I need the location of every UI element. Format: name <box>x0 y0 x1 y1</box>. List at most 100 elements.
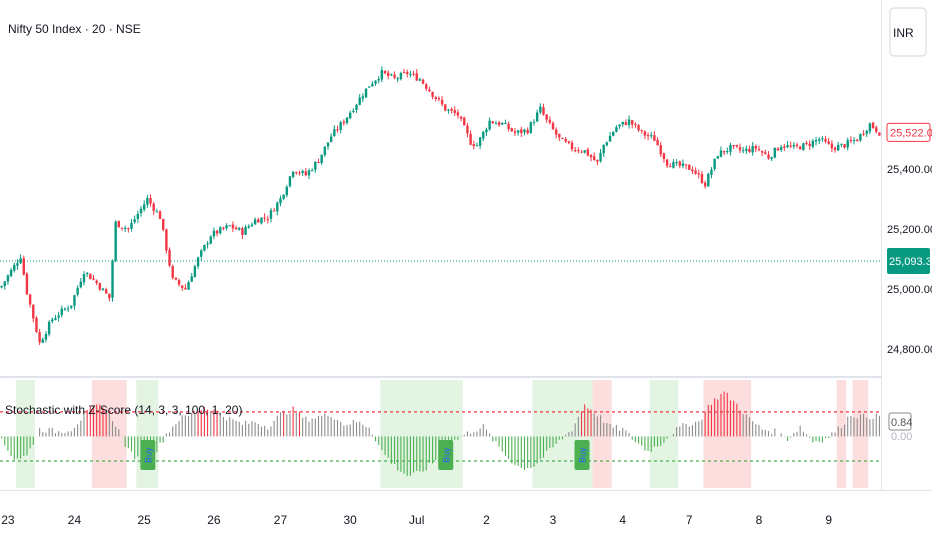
candle <box>482 131 485 141</box>
time-tick-label: 30 <box>344 513 358 527</box>
candle <box>802 142 805 151</box>
candle <box>612 130 615 137</box>
candle <box>478 136 482 150</box>
candle <box>333 125 336 137</box>
oversold-zone <box>380 380 463 488</box>
candle <box>745 145 748 155</box>
candle <box>631 119 634 129</box>
time-tick-label: 9 <box>825 513 832 527</box>
candle <box>837 141 840 151</box>
candle <box>532 119 536 126</box>
candle <box>491 120 494 124</box>
candle <box>859 133 862 142</box>
candle <box>200 248 203 261</box>
candle <box>640 129 643 134</box>
indicator-title[interactable]: Stochastic with Z-Score (14, 3, 3, 100, … <box>5 403 242 417</box>
candle <box>415 69 418 81</box>
candle <box>0 285 3 289</box>
candle <box>634 122 637 128</box>
candle <box>643 130 647 140</box>
candle <box>35 315 38 333</box>
time-tick-label: 8 <box>756 513 763 527</box>
candle <box>92 275 95 281</box>
price-pane[interactable] <box>0 66 881 346</box>
candle <box>108 293 111 302</box>
candle <box>475 142 479 147</box>
candle <box>263 213 266 222</box>
buy-signal[interactable]: Buy <box>140 440 156 470</box>
candle <box>751 142 754 156</box>
candle <box>272 207 276 212</box>
candle <box>387 70 390 80</box>
buy-signal[interactable]: Buy <box>438 440 454 470</box>
candle <box>120 227 124 231</box>
candle <box>856 138 859 142</box>
candle <box>760 150 764 157</box>
currency-button[interactable]: INR <box>889 7 927 57</box>
candle <box>383 70 387 75</box>
candle <box>767 151 770 160</box>
time-tick-label: 7 <box>686 513 693 527</box>
candle <box>779 144 783 153</box>
candle <box>377 76 380 84</box>
candle <box>770 156 773 161</box>
candle <box>212 227 216 240</box>
candle <box>317 158 320 163</box>
candle <box>827 137 830 145</box>
candle <box>805 140 808 146</box>
pane-separator[interactable] <box>0 376 882 378</box>
price-axis-border <box>881 0 882 490</box>
candle <box>101 287 105 291</box>
candle <box>599 148 602 163</box>
candle <box>516 129 520 136</box>
candle <box>703 180 707 189</box>
candle <box>181 285 184 291</box>
time-tick-label: 27 <box>274 513 288 527</box>
candle <box>215 230 219 237</box>
candle <box>348 110 352 120</box>
candle <box>396 76 399 83</box>
candle <box>399 71 403 81</box>
candle <box>127 227 130 233</box>
candle <box>104 287 108 294</box>
candle <box>535 109 539 123</box>
buy-signal[interactable]: Buy <box>574 440 590 470</box>
candle <box>310 168 314 172</box>
candle <box>73 294 76 310</box>
indicator-pane[interactable]: Buy Buy Buy <box>0 380 881 488</box>
buy-signal-label: Buy <box>143 447 153 463</box>
candle <box>672 159 675 169</box>
candle <box>174 277 178 281</box>
candle <box>149 194 152 207</box>
candle <box>361 93 365 103</box>
symbol-title[interactable]: Nifty 50 Index · 20 · NSE <box>8 22 141 36</box>
time-tick-label: 2 <box>483 513 490 527</box>
candle <box>244 224 247 235</box>
time-axis[interactable]: 23 24 25 26 27 30 Jul 2 3 4 7 8 9 <box>1 513 832 527</box>
candle <box>95 279 98 286</box>
candle <box>342 119 346 126</box>
price-axis[interactable] <box>882 0 932 490</box>
candle <box>25 271 29 296</box>
candle <box>688 164 691 170</box>
candle <box>177 278 181 287</box>
candle <box>589 153 593 162</box>
candle <box>89 273 92 280</box>
candle <box>390 73 393 76</box>
candle <box>608 131 612 142</box>
candle <box>843 143 846 149</box>
candle <box>336 125 339 133</box>
candle <box>650 131 653 139</box>
candle <box>646 132 650 141</box>
candle <box>833 146 837 153</box>
candle <box>190 272 193 282</box>
currency-label: INR <box>893 26 914 40</box>
candle <box>380 66 384 83</box>
candle <box>79 277 83 289</box>
candle <box>637 124 640 133</box>
candle <box>497 120 501 127</box>
candle <box>301 169 304 177</box>
candle <box>85 271 89 277</box>
candle <box>615 124 618 133</box>
